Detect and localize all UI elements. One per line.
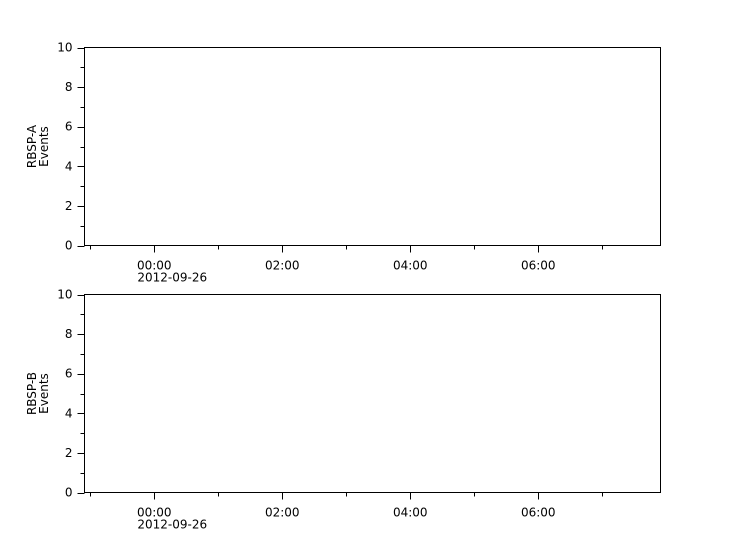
y-tick-label: 8 — [65, 327, 73, 341]
x-tick-label: 00:00 — [137, 259, 172, 273]
y-axis-label: Events — [37, 126, 51, 167]
plot-frame — [84, 294, 661, 493]
plot-frame — [84, 47, 661, 246]
y-axis-label: RBSP-A — [25, 124, 39, 168]
y-tick-label: 2 — [65, 199, 73, 213]
x-tick-label: 06:00 — [521, 506, 556, 520]
x-tick-date-label: 2012-09-26 — [137, 271, 207, 285]
y-tick-label: 10 — [57, 41, 72, 55]
y-tick-label: 4 — [65, 406, 73, 420]
x-tick-label: 02:00 — [265, 506, 300, 520]
x-tick-date-label: 2012-09-26 — [137, 518, 207, 532]
x-tick-label: 04:00 — [393, 506, 428, 520]
y-tick-label: 6 — [65, 367, 73, 381]
y-axis-label: RBSP-B — [25, 372, 39, 415]
y-tick-label: 2 — [65, 446, 73, 460]
y-tick-label: 4 — [65, 159, 73, 173]
y-tick-label: 10 — [57, 288, 72, 302]
x-tick-label: 04:00 — [393, 259, 428, 273]
x-tick-label: 02:00 — [265, 259, 300, 273]
x-tick-label: 00:00 — [137, 506, 172, 520]
y-tick-label: 0 — [65, 239, 73, 253]
y-tick-label: 6 — [65, 120, 73, 134]
x-tick-label: 06:00 — [521, 259, 556, 273]
y-tick-label: 0 — [65, 486, 73, 500]
y-tick-label: 8 — [65, 80, 73, 94]
y-axis-label: Events — [37, 373, 51, 414]
